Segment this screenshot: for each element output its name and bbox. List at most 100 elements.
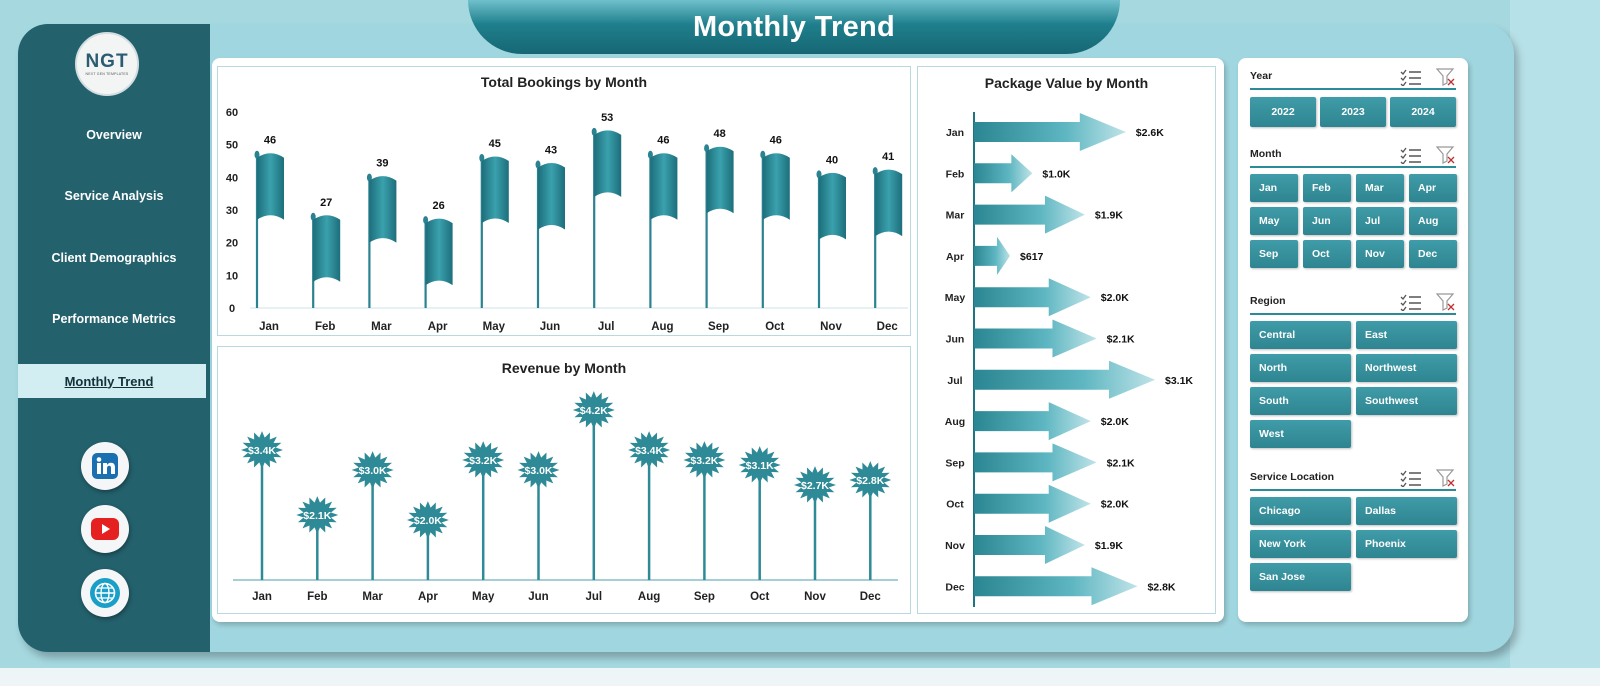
clear-filter-icon[interactable] (1436, 68, 1456, 86)
y-tick-label: Jul (947, 375, 962, 387)
data-label: 53 (601, 112, 613, 124)
x-tick-label: Dec (877, 321, 899, 333)
data-label: 27 (320, 197, 332, 209)
location-slicer-header: Service Location (1250, 467, 1456, 491)
month-dec-button[interactable]: Dec (1409, 240, 1457, 268)
multi-select-icon[interactable] (1400, 293, 1422, 311)
flag-pole-tip (872, 167, 878, 176)
bar-flag (369, 176, 397, 243)
month-jun-button[interactable]: Jun (1303, 207, 1351, 235)
month-oct-button[interactable]: Oct (1303, 240, 1351, 268)
data-label: $3.0K (359, 465, 387, 477)
youtube-button[interactable] (81, 505, 129, 553)
data-label: $3.0K (524, 465, 552, 477)
x-tick-label: Sep (694, 591, 715, 603)
y-tick-label: 10 (226, 270, 238, 282)
year-2023-button[interactable]: 2023 (1320, 97, 1386, 127)
bar-arrow (974, 319, 1097, 358)
x-tick-label: Jun (528, 591, 548, 603)
region-east-button[interactable]: East (1356, 321, 1457, 349)
y-tick-label: Jan (946, 127, 964, 139)
bar-flag (425, 218, 453, 286)
bar-arrow (974, 195, 1085, 234)
y-tick-label: Aug (945, 416, 965, 428)
location-chicago-button[interactable]: Chicago (1250, 497, 1351, 525)
region-south-button[interactable]: South (1250, 387, 1351, 415)
data-label: $3.1K (1165, 375, 1193, 387)
month-apr-button[interactable]: Apr (1409, 174, 1457, 202)
data-label: $3.4K (635, 445, 663, 457)
multi-select-icon[interactable] (1400, 146, 1422, 164)
nav-overview[interactable]: Overview (86, 128, 142, 142)
x-tick-label: Oct (750, 591, 769, 603)
bar-flag (762, 153, 790, 220)
revenue-chart-frame: Revenue by Month $3.4K Jan $2.1K Feb $3.0K Ma… (217, 346, 911, 614)
year-2022-button[interactable]: 2022 (1250, 97, 1316, 127)
data-label: $2.0K (1101, 499, 1129, 511)
title-banner: Monthly Trend (468, 0, 1120, 54)
month-may-button[interactable]: May (1250, 207, 1298, 235)
flag-pole-tip (366, 173, 372, 182)
flag-pole-tip (704, 144, 710, 153)
region-central-button[interactable]: Central (1250, 321, 1351, 349)
flag-pole-tip (423, 216, 429, 225)
y-tick-label: Feb (946, 168, 965, 180)
location-dallas-button[interactable]: Dallas (1356, 497, 1457, 525)
data-label: $2.8K (856, 475, 884, 487)
nav-monthly-trend[interactable]: Monthly Trend (18, 364, 206, 398)
region-slicer-header: Region (1250, 291, 1456, 315)
bar-flag (875, 169, 903, 237)
data-label: $3.4K (248, 445, 276, 457)
location-san-jose-button[interactable]: San Jose (1250, 563, 1351, 591)
month-sep-button[interactable]: Sep (1250, 240, 1298, 268)
month-mar-button[interactable]: Mar (1356, 174, 1404, 202)
region-northwest-button[interactable]: Northwest (1356, 354, 1457, 382)
x-tick-label: Feb (307, 591, 327, 603)
month-jul-button[interactable]: Jul (1356, 207, 1404, 235)
year-2024-button[interactable]: 2024 (1390, 97, 1456, 127)
data-label: $2.0K (1101, 292, 1129, 304)
data-label: 26 (432, 200, 444, 212)
x-tick-label: Aug (638, 591, 660, 603)
x-tick-label: Dec (860, 591, 882, 603)
location-phoenix-button[interactable]: Phoenix (1356, 530, 1457, 558)
starburst-marker (849, 461, 892, 499)
clear-filter-icon[interactable] (1436, 146, 1456, 164)
flag-pole-tip (816, 170, 822, 179)
bar-arrow (974, 484, 1091, 523)
y-tick-label: 50 (226, 140, 238, 152)
region-north-button[interactable]: North (1250, 354, 1351, 382)
background-strip (1510, 0, 1600, 686)
data-label: $2.7K (801, 480, 829, 492)
month-feb-button[interactable]: Feb (1303, 174, 1351, 202)
nav-client-demographics[interactable]: Client Demographics (51, 251, 177, 265)
bookings-chart-title: Total Bookings by Month (480, 74, 648, 90)
data-label: $2.8K (1147, 581, 1175, 593)
starburst-marker (462, 441, 505, 479)
clear-filter-icon[interactable] (1436, 293, 1456, 311)
data-label: $2.6K (1136, 127, 1164, 139)
location-new-york-button[interactable]: New York (1250, 530, 1351, 558)
y-tick-label: Jun (946, 334, 965, 346)
linkedin-button[interactable] (81, 442, 129, 490)
month-aug-button[interactable]: Aug (1409, 207, 1457, 235)
nav-performance-metrics[interactable]: Performance Metrics (52, 312, 176, 326)
website-button[interactable] (81, 569, 129, 617)
x-tick-label: May (472, 591, 495, 603)
y-tick-label: Nov (945, 540, 965, 552)
clear-filter-icon[interactable] (1436, 469, 1456, 487)
nav-service-analysis[interactable]: Service Analysis (64, 189, 164, 203)
charts-panel: Total Bookings by Month 0 10 20 30 40 50 60 46 J… (212, 58, 1224, 622)
flag-pole-tip (254, 150, 260, 159)
multi-select-icon[interactable] (1400, 469, 1422, 487)
bar-arrow (974, 526, 1085, 564)
y-tick-label: Mar (946, 210, 965, 222)
x-tick-label: Jan (252, 591, 272, 603)
flag-pole-tip (535, 160, 541, 169)
region-southwest-button[interactable]: Southwest (1356, 387, 1457, 415)
region-slicer-title: Region (1250, 295, 1286, 307)
month-jan-button[interactable]: Jan (1250, 174, 1298, 202)
multi-select-icon[interactable] (1400, 68, 1422, 86)
month-nov-button[interactable]: Nov (1356, 240, 1404, 268)
region-west-button[interactable]: West (1250, 420, 1351, 448)
